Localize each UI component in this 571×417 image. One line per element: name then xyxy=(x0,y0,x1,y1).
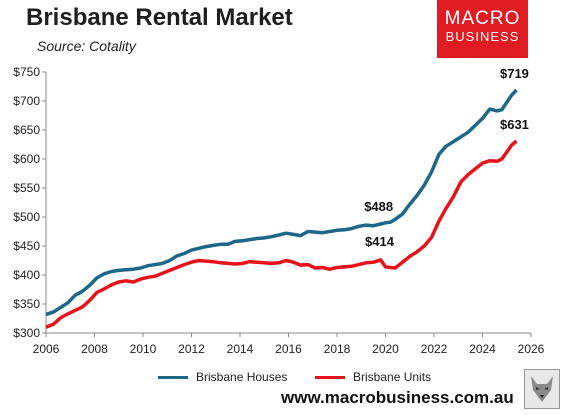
x-tick-label: 2012 xyxy=(178,342,205,356)
y-tick-label: $700 xyxy=(13,94,40,108)
wolf-icon xyxy=(524,369,560,409)
data-label: $414 xyxy=(365,234,395,249)
x-tick-label: 2022 xyxy=(421,342,448,356)
y-tick-label: $450 xyxy=(13,239,40,253)
y-tick-label: $300 xyxy=(13,326,40,340)
x-tick-label: 2010 xyxy=(130,342,157,356)
y-tick-label: $550 xyxy=(13,181,40,195)
y-tick-label: $350 xyxy=(13,297,40,311)
chart-title: Brisbane Rental Market xyxy=(26,4,293,31)
chart-subtitle: Source: Cotality xyxy=(37,38,136,54)
logo-line-2: BUSINESS xyxy=(445,29,520,44)
data-annotations: $719 $631 $488 $414 xyxy=(364,66,529,249)
website-url: www.macrobusiness.com.au xyxy=(281,388,514,407)
series-line-houses xyxy=(45,88,518,317)
data-label: $631 xyxy=(500,117,529,132)
x-tick-label: 2026 xyxy=(518,342,545,356)
data-label: $488 xyxy=(364,199,393,214)
series-lines xyxy=(45,88,518,329)
legend-item-houses: Brisbane Houses xyxy=(158,370,287,384)
series-line-units xyxy=(45,139,518,329)
y-tick-label: $500 xyxy=(13,210,40,224)
legend-swatch-houses xyxy=(158,375,188,379)
x-tick-label: 2020 xyxy=(372,342,399,356)
legend-label-units: Brisbane Units xyxy=(353,370,432,384)
x-tick-label: 2018 xyxy=(324,342,351,356)
x-tick-label: 2006 xyxy=(33,342,60,356)
x-tick-label: 2016 xyxy=(275,342,302,356)
logo-line-1: MACRO xyxy=(444,8,521,29)
x-tick-labels: 2006 2008 2010 2012 2014 2016 2018 2020 2022 2024… xyxy=(33,333,545,356)
y-tick-label: $750 xyxy=(13,65,40,79)
legend-label-houses: Brisbane Houses xyxy=(196,370,288,384)
data-label: $719 xyxy=(500,66,529,81)
x-tick-label: 2008 xyxy=(81,342,108,356)
macrobusiness-logo: MACRO BUSINESS xyxy=(437,0,528,58)
legend-swatch-units xyxy=(315,375,345,379)
x-tick-label: 2024 xyxy=(469,342,496,356)
x-tick-label: 2014 xyxy=(227,342,254,356)
y-tick-labels: $300 $350 $400 $450 $500 $550 $600 $650 $700 $750 xyxy=(13,65,46,340)
y-tick-label: $600 xyxy=(13,152,40,166)
y-tick-label: $400 xyxy=(13,268,40,282)
y-tick-label: $650 xyxy=(13,123,40,137)
legend-item-units: Brisbane Units xyxy=(315,370,431,384)
